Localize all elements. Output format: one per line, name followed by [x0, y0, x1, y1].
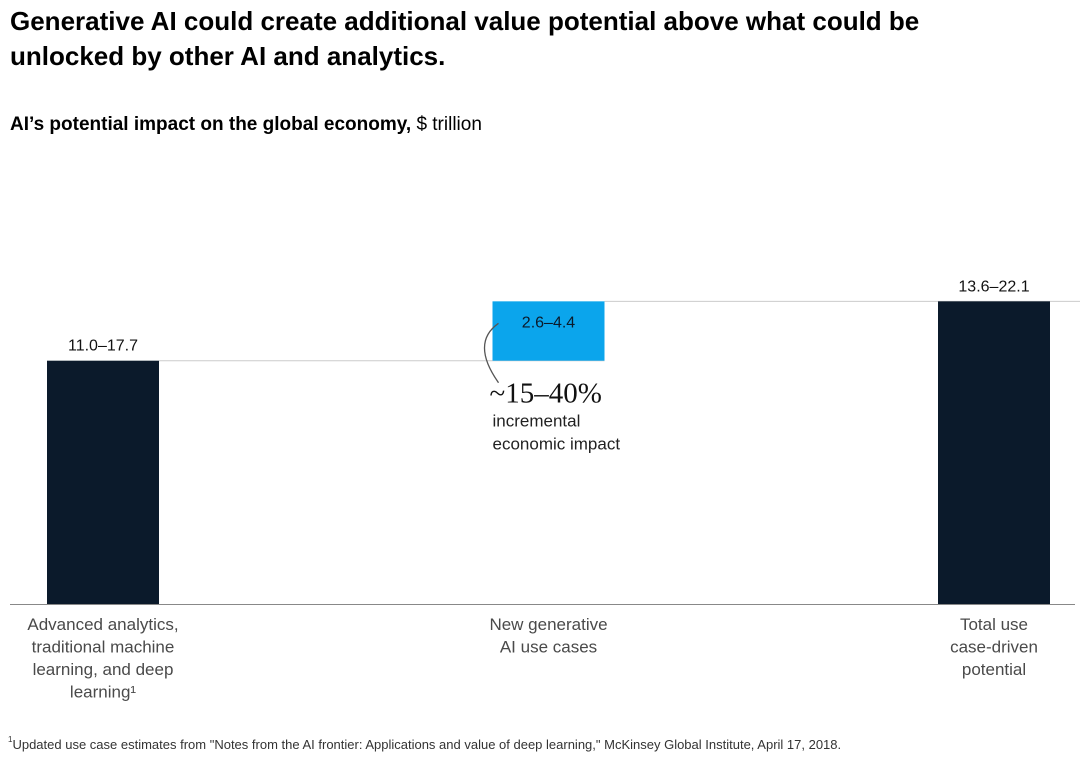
- total-bar: [938, 301, 1050, 604]
- annotation-bracket: [484, 322, 500, 384]
- footnote-marker: 1: [8, 735, 13, 744]
- category-label: Advanced analytics,: [27, 615, 178, 634]
- bar-value-label: 13.6–22.1: [958, 278, 1029, 295]
- annotation-text: economic impact: [493, 435, 621, 454]
- annotation-text: incremental: [493, 412, 581, 431]
- bar-value-label: 2.6–4.4: [522, 314, 575, 331]
- waterfall-chart: 11.0–17.72.6–4.413.6–22.16.1–7.917.1–25.…: [10, 278, 1080, 702]
- footnote-text: Updated use case estimates from "Notes f…: [12, 737, 842, 752]
- increment-bar: [492, 301, 605, 361]
- subtitle-bold: AI’s potential impact on the global econ…: [10, 114, 412, 135]
- category-label: Total use: [960, 615, 1028, 634]
- subtitle-unit: $ trillion: [416, 114, 482, 135]
- bar-value-label: 11.0–17.7: [68, 338, 138, 355]
- category-label: case-driven: [950, 638, 1038, 657]
- annotation-percent: ~15–40%: [490, 378, 602, 410]
- total-bar: [47, 360, 159, 604]
- category-label: AI use cases: [500, 638, 597, 657]
- chart-subtitle: AI’s potential impact on the global econ…: [10, 112, 482, 138]
- category-label: learning¹: [70, 683, 136, 702]
- category-label: potential: [962, 660, 1026, 679]
- category-label: traditional machine: [32, 638, 175, 657]
- footnote: 1Updated use case estimates from "Notes …: [8, 735, 842, 752]
- category-label: learning, and deep: [33, 660, 174, 679]
- chart-title: Generative AI could create additional va…: [10, 6, 920, 71]
- category-label: New generative: [489, 615, 607, 634]
